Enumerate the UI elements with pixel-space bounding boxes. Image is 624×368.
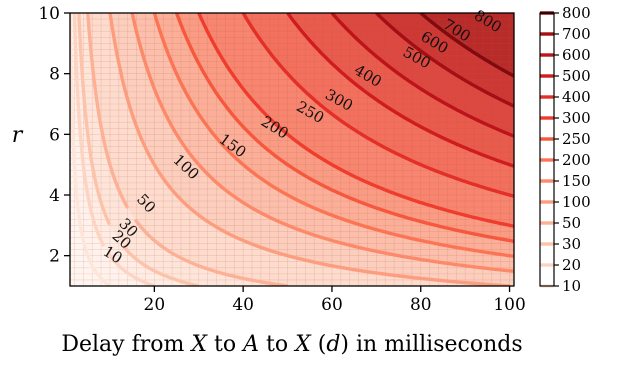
- y-tick-label: 6: [49, 125, 60, 145]
- band-400: [243, 13, 514, 197]
- x-tick-label: 80: [410, 295, 432, 315]
- colorbar: 10 20 30 50 100 150 200 250 300 400 500 600 700 800: [539, 4, 591, 295]
- contour-line-800: [419, 13, 514, 78]
- x-axis-label-part: X: [189, 332, 208, 357]
- band-150: [132, 13, 514, 272]
- band-200: [154, 13, 514, 257]
- y-axis-label: r: [12, 123, 24, 148]
- colorbar-tick-label: 300: [562, 109, 591, 127]
- contour-lines: [70, 13, 514, 286]
- contour-line-600: [330, 13, 514, 138]
- x-tick-label: 20: [144, 295, 166, 315]
- band-500: [287, 13, 514, 167]
- band-800: [420, 13, 514, 77]
- contour-line-100: [108, 13, 510, 286]
- axes: 20 40 60 80 100 2 4 6 8 10: [38, 4, 525, 315]
- contour-line-150: [130, 13, 514, 273]
- x-axis-label-part: d: [326, 332, 340, 357]
- colorbar-tick-label: 250: [562, 130, 591, 148]
- band-700: [376, 13, 514, 107]
- colorbar-frame: [539, 12, 555, 287]
- colorbar-tick-label: 50: [562, 214, 581, 232]
- contour-line-500: [286, 13, 514, 168]
- band-300: [198, 13, 514, 227]
- x-axis-label-part: to: [207, 332, 243, 357]
- colorbar-tick-label: 20: [562, 256, 581, 274]
- colorbar-tick-label: 150: [562, 172, 591, 190]
- contour-line-50: [86, 13, 130, 209]
- band-250: [176, 13, 514, 242]
- contour-line-30: [121, 245, 200, 286]
- band-600: [332, 13, 514, 137]
- colorbar-tick-label: 200: [562, 151, 591, 169]
- x-axis-label-part: A: [241, 332, 259, 357]
- contour-line-300: [197, 13, 514, 228]
- colorbar-tick-label: 700: [562, 25, 591, 43]
- colorbar-tick-label: 10: [562, 277, 581, 295]
- colorbar-tick-label: 100: [562, 193, 591, 211]
- y-tick-label: 4: [49, 186, 60, 206]
- y-tick-label: 2: [49, 247, 60, 267]
- contour-line-250: [175, 13, 514, 243]
- colorbar-tick-label: 30: [562, 235, 581, 253]
- contour-line-10: [70, 13, 111, 286]
- contour-line-700: [375, 13, 514, 108]
- x-tick-label: 100: [493, 295, 525, 315]
- x-tick-label: 60: [321, 295, 343, 315]
- x-tick-label: 40: [232, 295, 254, 315]
- colorbar-tick-label: 800: [562, 4, 591, 22]
- x-axis-label-part: Delay from: [61, 332, 191, 357]
- x-axis-label-part: to: [259, 332, 295, 357]
- x-axis-label-part: X: [293, 332, 312, 357]
- x-axis-label: Delay from X to A to X (d) in millisecon…: [61, 332, 522, 357]
- grid: [70, 13, 514, 286]
- plot-frame: [69, 12, 515, 287]
- contour-line-200: [152, 13, 514, 258]
- contour-line-20: [107, 252, 156, 286]
- colorbar-tick-label: 600: [562, 46, 591, 64]
- colorbar-tick-label: 400: [562, 88, 591, 106]
- y-tick-label: 10: [38, 4, 60, 24]
- contour-line-30: [77, 13, 112, 226]
- contour-line-400: [241, 13, 514, 198]
- y-tick-label: 8: [49, 65, 60, 85]
- contour-line-50: [133, 218, 288, 286]
- x-axis-label-part: ) in milliseconds: [340, 332, 522, 357]
- x-axis-label-part: (: [311, 332, 327, 357]
- contour-line-20: [72, 13, 106, 247]
- colorbar-tick-label: 500: [562, 67, 591, 85]
